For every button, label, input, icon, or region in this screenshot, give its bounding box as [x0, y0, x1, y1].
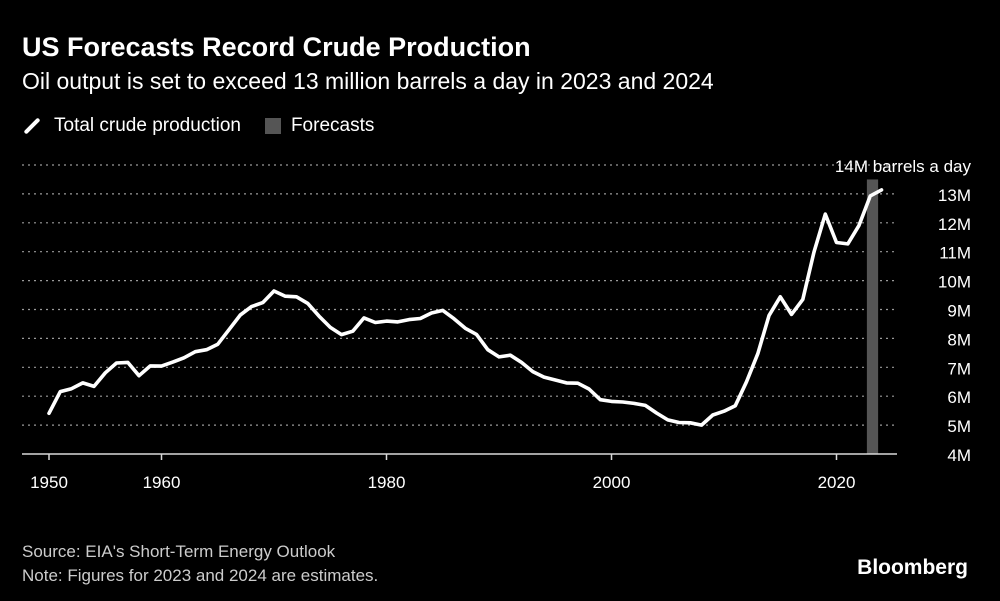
y-tick-label-8: 8M — [947, 330, 971, 349]
y-tick-label-13: 13M — [938, 186, 971, 205]
series-group — [47, 188, 884, 427]
legend: Total crude production Forecasts — [22, 115, 398, 137]
y-tick-label-4: 4M — [947, 446, 971, 465]
tick-labels: 1950 1960 1980 2000 2020 4M 5M 6M 7M 8M 9M 10M 11M 12… — [30, 157, 971, 492]
y-tick-label-14: 14M barrels a day — [835, 157, 972, 176]
forecast-band — [866, 179, 879, 454]
legend-item-forecasts: Forecasts — [264, 115, 375, 137]
y-tick-label-5: 5M — [947, 417, 971, 436]
legend-label-production: Total crude production — [54, 115, 241, 136]
y-tick-label-6: 6M — [947, 388, 971, 407]
y-tick-label-10: 10M — [938, 273, 971, 292]
gridlines — [22, 164, 897, 426]
legend-item-production: Total crude production — [22, 115, 241, 137]
x-tick-label-1980: 1980 — [368, 473, 406, 492]
estimate-note: Note: Figures for 2023 and 2024 are esti… — [22, 566, 379, 585]
source-note: Source: EIA's Short-Term Energy Outlook — [22, 542, 336, 561]
x-tick-label-2020: 2020 — [818, 473, 856, 492]
footer: Source: EIA's Short-Term Energy Outlook … — [22, 540, 378, 588]
chart-title: US Forecasts Record Crude Production — [22, 32, 531, 62]
axes — [22, 453, 897, 460]
series-line-total-crude-production — [47, 188, 884, 427]
forecast-band-group — [866, 179, 879, 454]
y-tick-label-11: 11M — [939, 244, 971, 263]
x-tick-label-1950: 1950 — [30, 473, 68, 492]
bloomberg-logo: Bloomberg — [857, 556, 968, 579]
y-tick-label-7: 7M — [947, 359, 971, 378]
chart-subtitle: Oil output is set to exceed 13 million b… — [22, 68, 714, 94]
legend-label-forecasts: Forecasts — [290, 115, 375, 136]
legend-forecast-swatch — [264, 118, 281, 134]
x-tick-label-1960: 1960 — [143, 473, 181, 492]
y-tick-label-12: 12M — [938, 215, 971, 234]
x-tick-label-2000: 2000 — [593, 473, 631, 492]
y-tick-label-9: 9M — [947, 302, 971, 321]
